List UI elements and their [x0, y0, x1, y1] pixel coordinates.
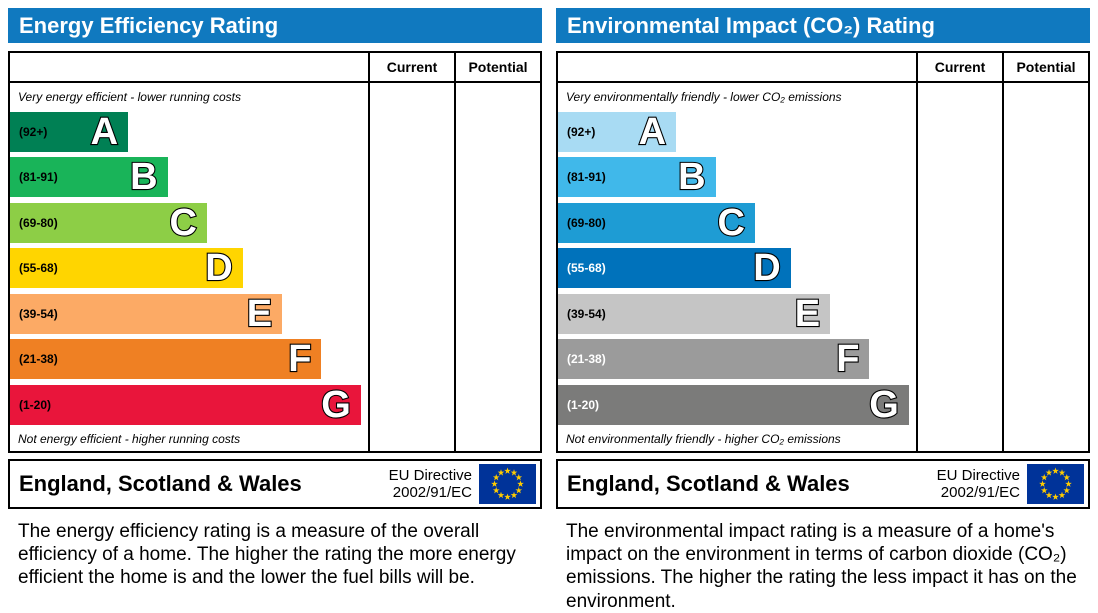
- band-range: (1-20): [567, 397, 600, 412]
- band-f: (21-38) F: [10, 338, 322, 380]
- band-letter: F: [835, 338, 860, 380]
- band-letter: G: [868, 383, 900, 426]
- band-range: (69-80): [567, 215, 606, 230]
- band-range: (92+): [19, 124, 48, 139]
- eu-flag-icon: [1027, 464, 1084, 504]
- band-d: (55-68) D: [558, 248, 791, 288]
- band-range: (55-68): [19, 261, 58, 275]
- band-letter: E: [246, 292, 274, 335]
- band-c: (69-80) C: [558, 201, 755, 244]
- band-g: (1-20) G: [10, 383, 361, 426]
- band-range: (21-38): [19, 352, 58, 366]
- rating-bands: (92+) A (81-91) B (69-80) C (55-68): [558, 106, 916, 430]
- band-letter: C: [716, 201, 746, 244]
- column-header-potential: Potential: [456, 53, 540, 83]
- band-range: (1-20): [19, 397, 52, 412]
- energy-description: The energy efficiency rating is a measur…: [18, 521, 516, 589]
- band-letter: D: [752, 247, 782, 289]
- band-area: Very energy efficient - lower running co…: [10, 53, 368, 451]
- band-letter: A: [638, 110, 668, 153]
- bottom-note: Not energy efficient - higher running co…: [18, 432, 241, 446]
- band-g: (1-20) G: [558, 383, 909, 426]
- footer-environmental: England, Scotland & Wales EU Directive 2…: [556, 459, 1090, 509]
- current-column: Current: [368, 53, 454, 451]
- band-range: (69-80): [19, 215, 58, 230]
- band-e: (39-54) E: [10, 292, 283, 335]
- eu-directive-label: EU Directive 2002/91/EC: [388, 466, 472, 501]
- region-label: England, Scotland & Wales: [567, 471, 850, 496]
- region-label: England, Scotland & Wales: [19, 471, 302, 496]
- band-e: (39-54) E: [558, 292, 831, 335]
- band-range: (92+): [567, 124, 596, 139]
- band-letter: B: [677, 156, 707, 198]
- band-a: (92+) A: [10, 110, 129, 153]
- band-c: (69-80) C: [10, 201, 207, 244]
- potential-column: Potential: [1002, 53, 1088, 451]
- band-range: (39-54): [567, 306, 606, 321]
- band-letter: F: [287, 338, 312, 380]
- band-letter: B: [129, 156, 159, 198]
- band-area: Very environmentally friendly - lower CO…: [558, 53, 916, 451]
- current-column: Current: [916, 53, 1002, 451]
- band-f: (21-38) F: [558, 338, 870, 380]
- eu-flag-icon: [479, 464, 536, 504]
- panel-environmental-impact: Environmental Impact (CO₂) Rating Very e…: [556, 8, 1090, 613]
- environmental-rating-chart: Very environmentally friendly - lower CO…: [556, 51, 1090, 453]
- band-a: (92+) A: [558, 110, 677, 153]
- column-header-current: Current: [918, 53, 1002, 83]
- energy-rating-chart: Very energy efficient - lower running co…: [8, 51, 542, 453]
- band-range: (39-54): [19, 306, 58, 321]
- band-letter: C: [168, 201, 198, 244]
- band-b: (81-91) B: [558, 157, 716, 197]
- eu-directive-label: EU Directive 2002/91/EC: [936, 466, 1020, 501]
- rating-bands: (92+) A (81-91) B (69-80) C (55-68): [10, 106, 368, 430]
- panel-title-environmental: Environmental Impact (CO₂) Rating: [556, 8, 1090, 43]
- band-letter: G: [320, 383, 352, 426]
- band-range: (81-91): [19, 170, 58, 184]
- band-b: (81-91) B: [10, 157, 168, 197]
- band-letter: A: [90, 110, 120, 153]
- top-note: Very energy efficient - lower running co…: [18, 90, 241, 104]
- colhead-spacer: [558, 53, 916, 83]
- footer-energy: England, Scotland & Wales EU Directive 2…: [8, 459, 542, 509]
- band-d: (55-68) D: [10, 248, 243, 288]
- panel-energy-efficiency: Energy Efficiency Rating Very energy eff…: [8, 8, 542, 613]
- colhead-spacer: [10, 53, 368, 83]
- band-letter: D: [204, 247, 234, 289]
- band-range: (81-91): [567, 170, 606, 184]
- bottom-note: Not environmentally friendly - higher CO…: [566, 432, 841, 446]
- column-header-potential: Potential: [1004, 53, 1088, 83]
- potential-column: Potential: [454, 53, 540, 451]
- panel-title-energy: Energy Efficiency Rating: [8, 8, 542, 43]
- band-letter: E: [794, 292, 822, 335]
- column-header-current: Current: [370, 53, 454, 83]
- top-note: Very environmentally friendly - lower CO…: [566, 90, 842, 104]
- band-range: (21-38): [567, 352, 606, 366]
- band-range: (55-68): [567, 261, 606, 275]
- environmental-description: The environmental impact rating is a mea…: [566, 521, 1077, 612]
